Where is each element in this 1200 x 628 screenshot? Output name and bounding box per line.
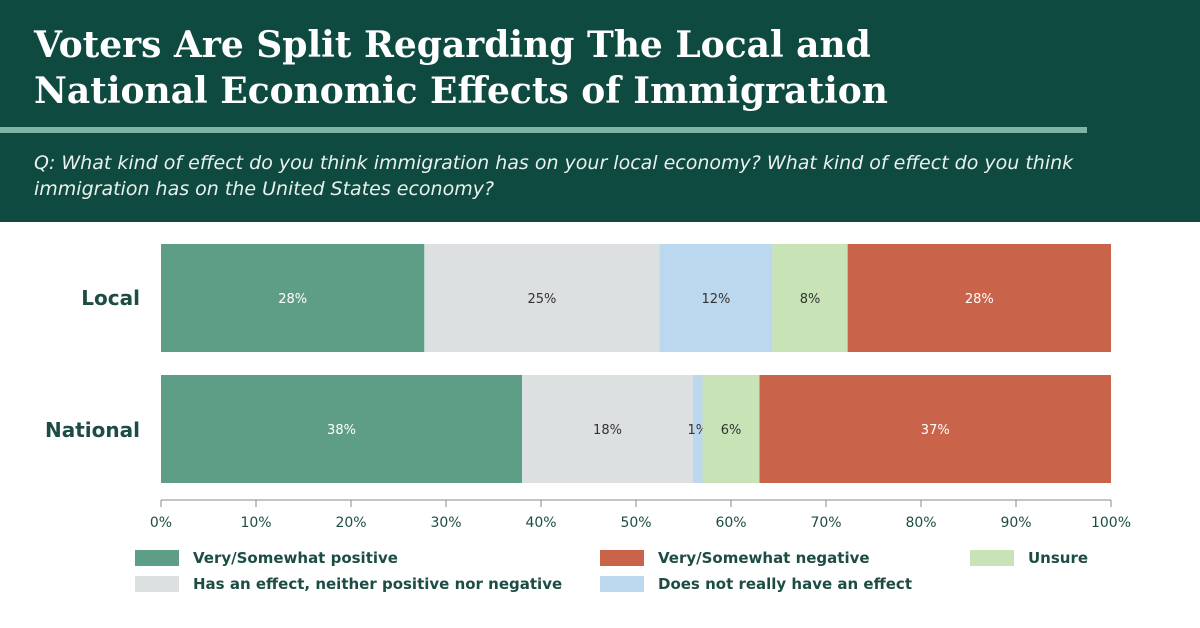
x-tick-label: 100% <box>1091 515 1131 531</box>
row-label-local: Local <box>81 286 140 310</box>
data-label-national-unsure: 6% <box>721 423 742 438</box>
bar-national-no-effect <box>693 375 703 483</box>
x-tick-label: 30% <box>430 515 461 531</box>
row-label-national: National <box>45 418 140 442</box>
bar-local-no-effect <box>659 244 773 352</box>
legend-swatch-unsure <box>970 550 1014 566</box>
legend-swatch-neither <box>135 576 179 592</box>
data-label-local-negative: 28% <box>965 292 994 307</box>
header-divider <box>0 127 1087 133</box>
data-label-national-positive: 38% <box>327 423 356 438</box>
bar-local-positive <box>161 244 425 352</box>
bar-national-unsure <box>702 375 760 483</box>
x-tick-label: 80% <box>905 515 936 531</box>
legend-neither: Has an effect, neither positive nor nega… <box>135 573 562 595</box>
bar-local-unsure <box>772 244 848 352</box>
data-label-national-neither: 18% <box>593 423 622 438</box>
legend-label: Unsure <box>1028 549 1089 567</box>
x-tick-label: 0% <box>150 515 172 531</box>
legend-unsure: Unsure <box>970 547 1088 569</box>
legend-swatch-no-effect <box>600 576 644 592</box>
x-tick-label: 90% <box>1000 515 1031 531</box>
data-label-local-neither: 25% <box>527 292 556 307</box>
x-tick-label: 60% <box>715 515 746 531</box>
bar-local-neither <box>424 244 660 352</box>
legend-swatch-positive <box>135 550 179 566</box>
header-banner: Voters Are Split Regarding The Local and… <box>0 0 1200 222</box>
legend-label: Does not really have an effect <box>658 575 912 593</box>
x-tick-label: 70% <box>810 515 841 531</box>
data-label-national-negative: 37% <box>921 423 950 438</box>
legend-label: Very/Somewhat negative <box>658 549 870 567</box>
x-tick-label: 20% <box>335 515 366 531</box>
x-tick-label: 50% <box>620 515 651 531</box>
legend-positive: Very/Somewhat positive <box>135 547 398 569</box>
x-tick-label: 10% <box>240 515 271 531</box>
bar-national-neither <box>522 375 693 483</box>
legend-swatch-negative <box>600 550 644 566</box>
legend-no-effect: Does not really have an effect <box>600 573 912 595</box>
legend-label: Very/Somewhat positive <box>193 549 398 567</box>
legend-label: Has an effect, neither positive nor nega… <box>193 575 563 593</box>
data-label-local-positive: 28% <box>278 292 307 307</box>
bar-national-negative <box>759 375 1111 483</box>
bar-national-positive <box>161 375 522 483</box>
survey-question: Q: What kind of effect do you think immi… <box>34 152 1074 200</box>
legend-negative: Very/Somewhat negative <box>600 547 870 569</box>
bar-local-negative <box>847 244 1111 352</box>
page-title: Voters Are Split Regarding The Local and… <box>34 24 888 112</box>
data-label-local-no-effect: 12% <box>701 292 730 307</box>
x-tick-label: 40% <box>525 515 556 531</box>
data-label-local-unsure: 8% <box>800 292 821 307</box>
